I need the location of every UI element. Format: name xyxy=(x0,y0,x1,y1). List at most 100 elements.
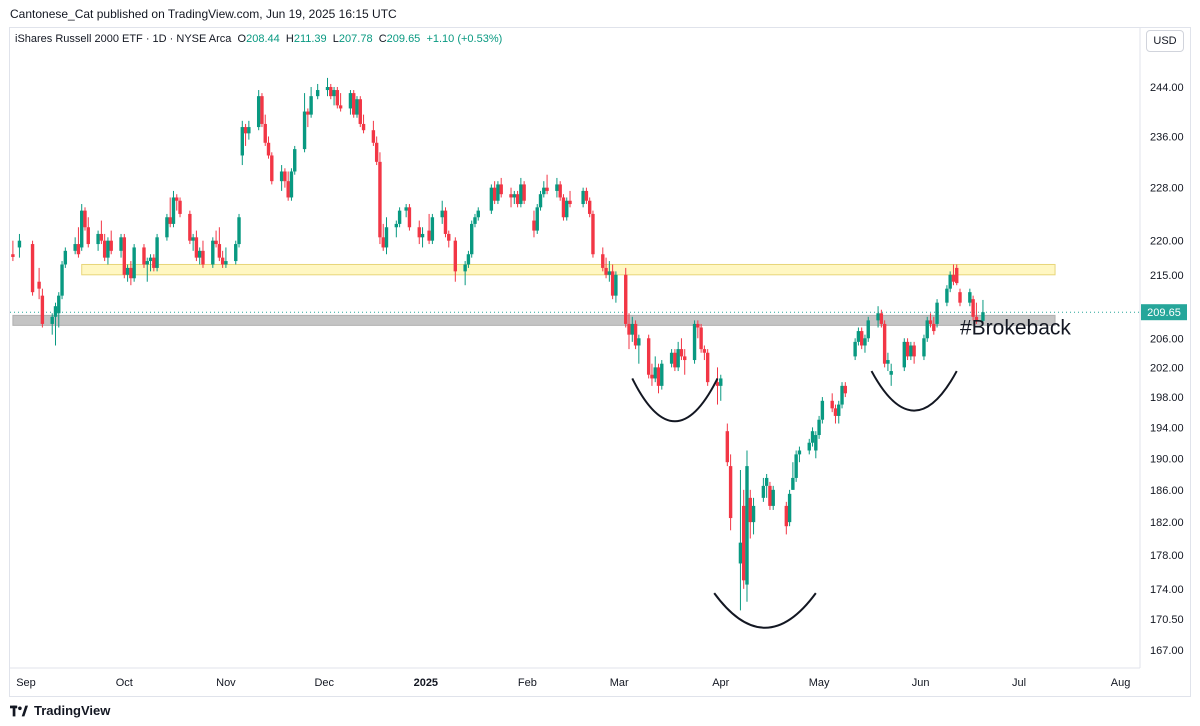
candle-body xyxy=(794,454,798,478)
tradingview-brand: TradingView xyxy=(34,703,111,718)
price-tick-label: 215.00 xyxy=(1150,270,1184,282)
symbol-name[interactable]: iShares Russell 2000 ETF · 1D · NYSE Arc… xyxy=(15,33,232,45)
candle-body xyxy=(810,431,815,443)
candle-body xyxy=(40,295,45,324)
candle-body xyxy=(83,210,87,228)
candle-body xyxy=(935,302,939,324)
candle-body xyxy=(581,190,585,205)
candle-body xyxy=(728,466,733,519)
price-tick-label: 244.00 xyxy=(1150,82,1184,94)
price-tick-label: 220.00 xyxy=(1150,236,1184,248)
candle-body xyxy=(443,210,448,234)
time-tick-label: Apr xyxy=(712,677,729,689)
candle-body xyxy=(53,306,58,317)
candle-body xyxy=(699,327,703,350)
last-price-badge xyxy=(1141,304,1187,321)
candle-body xyxy=(981,312,985,321)
candle-body xyxy=(152,257,156,268)
candle-body xyxy=(102,240,107,258)
time-tick-label: Mar xyxy=(610,677,629,689)
candle-body xyxy=(197,250,202,258)
time-tick-label: Dec xyxy=(314,677,334,689)
candle-body xyxy=(378,161,382,238)
candle-body xyxy=(86,227,90,245)
candle-body xyxy=(902,341,906,368)
candle-body xyxy=(745,466,749,585)
candle-body xyxy=(404,207,408,211)
candle-body xyxy=(201,250,205,265)
candle-body xyxy=(866,320,870,339)
candle-body xyxy=(882,323,887,364)
candle-body xyxy=(463,264,467,272)
candle-body xyxy=(587,200,592,214)
candle-body xyxy=(797,450,802,455)
candle-body xyxy=(702,349,707,353)
time-tick-label: Nov xyxy=(216,677,236,689)
candle-body xyxy=(837,404,841,416)
candle-body xyxy=(633,323,638,346)
candle-body xyxy=(742,505,746,581)
candle-body xyxy=(909,345,913,357)
candle-body xyxy=(132,247,136,279)
candle-body xyxy=(302,111,307,150)
candle-body xyxy=(876,313,880,321)
head-curve xyxy=(713,592,817,629)
close-label: C xyxy=(378,33,387,45)
time-tick-label: Aug xyxy=(1111,677,1131,689)
candle-body xyxy=(325,87,330,91)
candle-body xyxy=(453,240,458,272)
candle-body xyxy=(211,240,215,265)
candle-body xyxy=(381,237,385,248)
candle-body xyxy=(764,477,769,486)
chart-frame xyxy=(9,27,1191,697)
candle-body xyxy=(512,194,517,198)
time-tick-label: Feb xyxy=(518,677,537,689)
candle-body xyxy=(109,240,113,251)
candle-body xyxy=(807,442,811,451)
candle-body xyxy=(830,400,834,409)
time-tick-label: Oct xyxy=(116,677,133,689)
candle-body xyxy=(397,210,402,224)
time-tick-label: Jul xyxy=(1012,677,1026,689)
candle-body xyxy=(293,149,297,172)
candle-body xyxy=(683,356,687,361)
candle-body xyxy=(155,237,159,268)
candle-body xyxy=(427,230,431,241)
candle-body xyxy=(630,323,634,335)
candle-body xyxy=(279,171,284,182)
candle-body xyxy=(519,184,523,205)
price-tick-label: 206.00 xyxy=(1150,333,1184,345)
candle-body xyxy=(125,267,130,275)
candle-body xyxy=(656,367,661,386)
candle-body xyxy=(142,247,146,265)
candle-body xyxy=(784,505,789,527)
candle-body xyxy=(430,217,435,241)
candle-body xyxy=(889,371,893,375)
candle-body xyxy=(817,419,821,436)
candle-body xyxy=(532,220,536,231)
candle-body xyxy=(522,184,526,201)
candle-body xyxy=(234,244,238,262)
candle-body xyxy=(610,271,615,296)
candle-body xyxy=(306,111,310,115)
candle-body xyxy=(57,295,61,314)
candle-body xyxy=(771,489,775,506)
open-value: 208.44 xyxy=(246,33,280,45)
candle-body xyxy=(466,254,471,265)
candle-body xyxy=(361,123,366,131)
candle-body xyxy=(175,197,179,201)
candle-body xyxy=(420,233,425,238)
candle-body xyxy=(974,316,979,321)
candle-body xyxy=(168,217,172,224)
currency-button[interactable]: USD xyxy=(1146,30,1184,52)
candle-body xyxy=(673,352,677,368)
candle-body xyxy=(958,292,962,303)
candle-body xyxy=(171,197,176,224)
candle-body xyxy=(194,237,199,258)
candle-body xyxy=(768,485,772,506)
candle-body xyxy=(188,213,192,241)
right-shoulder-curve xyxy=(870,370,958,412)
candle-body xyxy=(820,400,825,420)
price-tick-label: 194.00 xyxy=(1150,422,1184,434)
